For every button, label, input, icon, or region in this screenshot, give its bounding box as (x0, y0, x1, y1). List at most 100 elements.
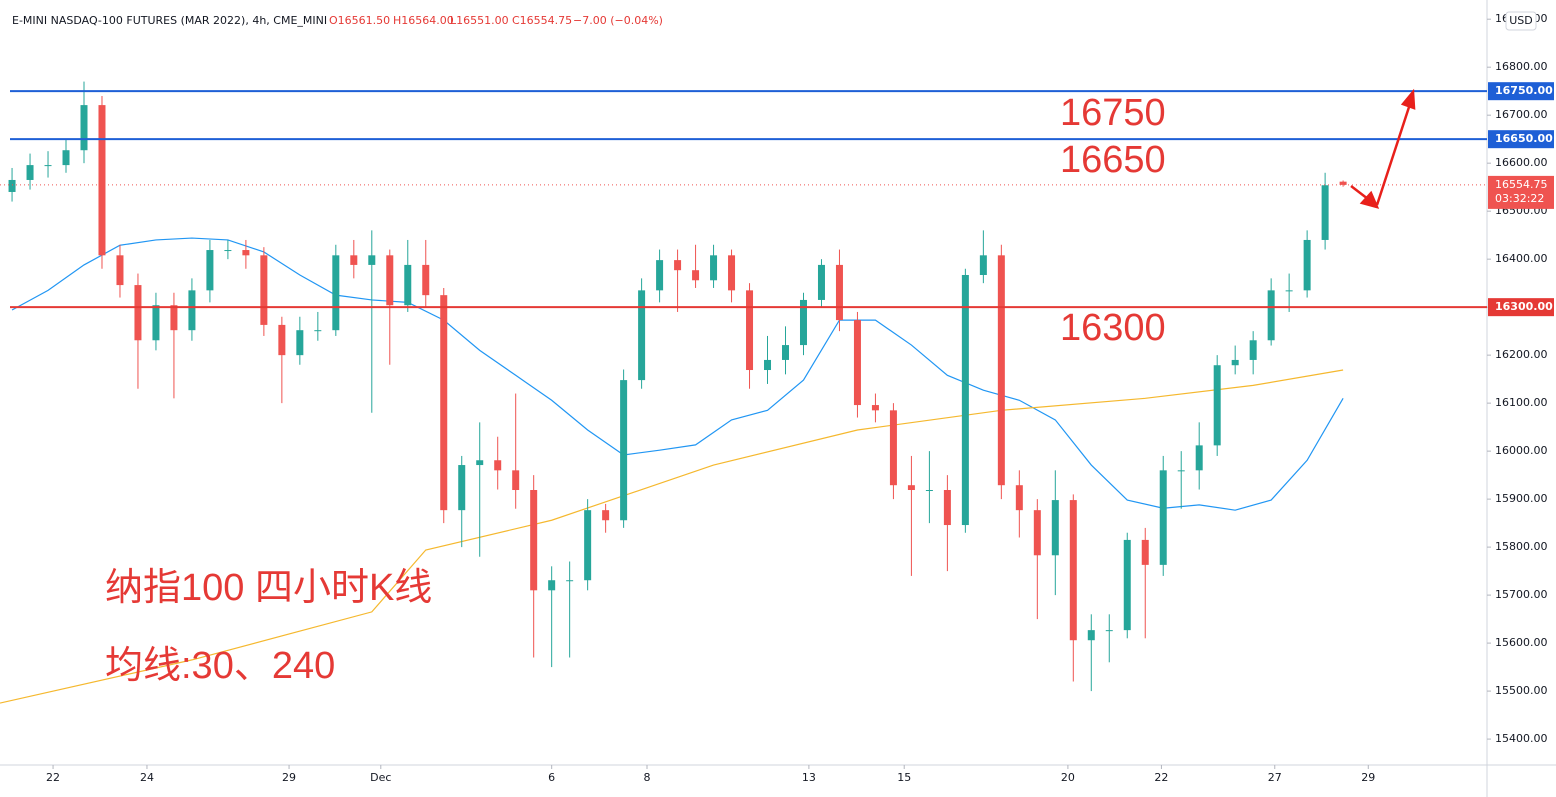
y-tick-label: 15900.00 (1495, 492, 1548, 505)
countdown: 03:32:22 (1495, 192, 1544, 205)
candle-body (1015, 485, 1023, 511)
last-price-bg (1488, 175, 1554, 209)
candle-body (440, 295, 448, 511)
candle-body (889, 410, 897, 486)
x-tick-label: 20 (1061, 771, 1075, 784)
candle-body (332, 255, 340, 331)
arrow-up (1375, 103, 1412, 206)
candle-body (512, 470, 520, 491)
candle-body (116, 255, 124, 286)
ohlc-open: O16561.50 (329, 14, 390, 27)
candle-body (386, 255, 394, 306)
candle-body (764, 359, 772, 371)
currency[interactable]: USD (1509, 14, 1533, 27)
candle-body (656, 260, 664, 291)
candle-body (530, 490, 538, 591)
ohlc-high: H16564.00 (393, 14, 454, 27)
y-tick-label: 16100.00 (1495, 396, 1548, 409)
moving-average (11, 237, 1344, 511)
candle-body (799, 299, 807, 346)
annotation: 16300 (1060, 307, 1166, 349)
candle-body (997, 255, 1005, 486)
candle-body (1105, 630, 1113, 632)
candle-body (925, 490, 933, 492)
candle-body (314, 330, 322, 332)
candle-body (746, 290, 754, 371)
x-tick-label: 15 (897, 771, 911, 784)
candle-body (350, 255, 358, 265)
y-tick-label: 16200.00 (1495, 348, 1548, 361)
candle-body (188, 290, 196, 331)
candle-body (638, 290, 646, 381)
candle-body (458, 465, 466, 511)
candle-body (1339, 181, 1347, 185)
annotation: 均线:30、240 (105, 645, 335, 687)
candle-body (26, 165, 34, 180)
currency-badge[interactable] (1505, 11, 1537, 31)
candle-body (710, 255, 718, 281)
price-label-bg (1488, 298, 1554, 317)
candle-body (206, 250, 214, 291)
candle-body (1195, 445, 1203, 471)
candle-body (80, 105, 88, 151)
y-tick-label: 15500.00 (1495, 684, 1548, 697)
candle-body (835, 264, 843, 321)
y-tick-label: 16400.00 (1495, 252, 1548, 265)
candle-body (1231, 359, 1239, 366)
candle-body (853, 320, 861, 406)
y-tick-label: 16700.00 (1495, 108, 1548, 121)
annotation: 16750 (1060, 92, 1166, 134)
candle-body (692, 270, 700, 281)
candle-body (44, 165, 52, 167)
candle-body (152, 305, 160, 341)
candle-body (907, 485, 915, 491)
candle-body (404, 264, 412, 306)
x-tick-label: 6 (548, 771, 555, 784)
candle-body (98, 105, 106, 256)
symbol: E-MINI NASDAQ-100 FUTURES (MAR 2022), 4h… (12, 14, 327, 27)
candle-body (476, 460, 484, 466)
candle-body (260, 255, 268, 325)
candle-body (1033, 510, 1041, 556)
candle-body (584, 510, 592, 581)
candle-body (1303, 239, 1311, 291)
annotation: 纳指100 四小时K线 (105, 567, 432, 609)
candle-body (170, 305, 178, 331)
candle-body (368, 255, 376, 265)
y-tick-label: 15800.00 (1495, 540, 1548, 553)
arrow-down (1350, 185, 1369, 200)
candle-body (1285, 290, 1293, 292)
last-price: 16554.75 (1495, 178, 1548, 191)
candle-body (1141, 539, 1149, 565)
candle-body (62, 150, 70, 166)
candle-body (1159, 470, 1167, 565)
ohlc-close: C16554.75 (512, 14, 572, 27)
ohlc-change: −7.00 (−0.04%) (573, 14, 663, 27)
x-tick-label: 29 (282, 771, 296, 784)
price-label-bg (1488, 82, 1554, 101)
y-tick-label: 15700.00 (1495, 588, 1548, 601)
price-label: 16750.00 (1495, 84, 1553, 97)
candle-body (602, 510, 610, 521)
candle-body (620, 380, 628, 521)
candle-body (494, 460, 502, 471)
y-tick-label: 15400.00 (1495, 732, 1548, 745)
candle-body (1051, 500, 1059, 556)
arrow-head (1359, 190, 1380, 209)
candle-body (871, 405, 879, 411)
x-tick-label: 27 (1268, 771, 1282, 784)
arrows (1350, 88, 1416, 209)
candle-body (728, 255, 736, 291)
arrow-head (1400, 88, 1416, 110)
x-tick-label: 22 (1154, 771, 1168, 784)
candle-body (548, 580, 556, 591)
price-label: 16300.00 (1495, 300, 1553, 313)
candle-body (674, 260, 682, 271)
candle-body (224, 250, 232, 252)
header: E-MINI NASDAQ-100 FUTURES (MAR 2022), 4h… (12, 14, 663, 27)
x-tick-label: Dec (370, 771, 391, 784)
candle-body (242, 250, 250, 256)
price-label-bg (1488, 130, 1554, 149)
candle-body (1123, 539, 1131, 631)
